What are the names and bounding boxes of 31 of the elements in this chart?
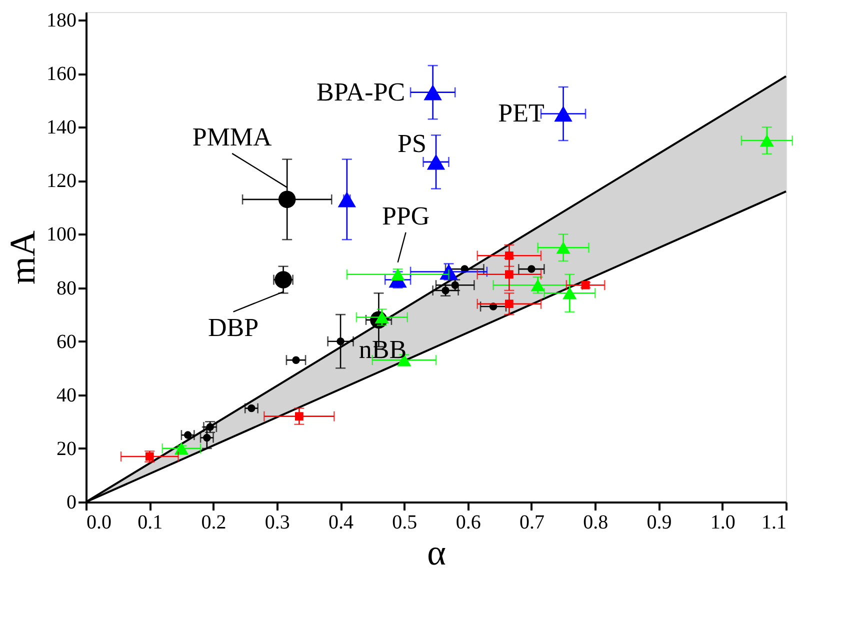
annotation: PS [398,128,426,158]
annotation: BPA-PC [316,77,406,106]
y-tick-label: 20 [56,438,76,460]
x-tick-label: 0.5 [392,512,418,534]
x-tick-label: 0.8 [583,512,608,534]
x-axis-title: α [427,532,446,572]
x-tick-label: 0.4 [328,512,354,534]
y-tick-label: 40 [56,384,76,406]
y-tick-label: 100 [46,224,76,246]
y-tick-label: 60 [56,330,76,353]
y-tick-label: 140 [46,116,76,139]
x-tick-label: 0.3 [264,512,290,534]
y-tick-label: 0 [66,492,76,514]
x-tick-label: 0.0 [86,512,112,534]
x-tick-label: 0.7 [519,512,544,534]
annotation: DBP [208,312,259,342]
annotation: PET [498,98,544,128]
y-tick-label: 180 [46,10,76,32]
x-tick-label: 0.1 [138,512,163,534]
annotation: PPG [382,201,430,230]
x-tick-label: 1.1 [762,512,786,534]
annotation: nBB [358,334,407,364]
y-tick-label: 80 [56,277,76,300]
y-axis-title: mA [2,230,42,284]
x-tick-label: 0.2 [201,512,226,534]
y-tick-label: 160 [46,63,76,86]
annotation: PMMA [192,122,272,152]
y-tick-label: 120 [46,170,76,192]
x-tick-label: 1.0 [710,512,736,534]
x-tick-label: 0.9 [646,512,672,534]
x-tick-label: 0.6 [456,512,481,534]
